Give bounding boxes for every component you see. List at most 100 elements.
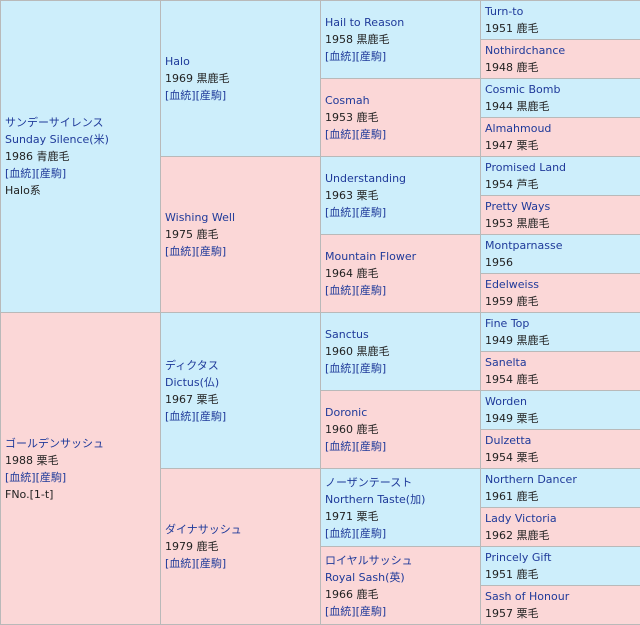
ancestor-info: 1975 鹿毛 bbox=[165, 226, 316, 243]
g3-cell-4: Mountain Flower 1964 鹿毛 [血統][産駒] bbox=[321, 235, 481, 313]
ancestor-links[interactable]: [血統][産駒] bbox=[165, 408, 316, 425]
ancestor-info: 1948 鹿毛 bbox=[485, 59, 636, 76]
ancestor-links[interactable]: [血統][産駒] bbox=[165, 243, 316, 260]
g4-cell-5: Promised Land 1954 芦毛 bbox=[481, 157, 640, 196]
g3-cell-6: Doronic 1960 鹿毛 [血統][産駒] bbox=[321, 391, 481, 469]
ancestor-info: 1962 黒鹿毛 bbox=[485, 527, 636, 544]
ancestor-name[interactable]: Wishing Well bbox=[165, 209, 316, 226]
sire-cell: サンデーサイレンス Sunday Silence(米) 1986 青鹿毛 [血統… bbox=[1, 1, 161, 313]
ancestor-name[interactable]: Nothirdchance bbox=[485, 42, 636, 59]
ancestor-name[interactable]: Lady Victoria bbox=[485, 510, 636, 527]
ancestor-name[interactable]: ロイヤルサッシュ bbox=[325, 552, 476, 569]
ancestor-name[interactable]: Princely Gift bbox=[485, 549, 636, 566]
ancestor-links[interactable]: [血統][産駒] bbox=[325, 126, 476, 143]
ancestor-name[interactable]: ディクタス bbox=[165, 357, 316, 374]
ancestor-info: 1964 鹿毛 bbox=[325, 265, 476, 282]
g3-cell-7: ノーザンテースト Northern Taste(加) 1971 栗毛 [血統][… bbox=[321, 469, 481, 547]
ancestor-info: 1966 鹿毛 bbox=[325, 586, 476, 603]
ancestor-name[interactable]: Sash of Honour bbox=[485, 588, 636, 605]
dam-links[interactable]: [血統][産駒] bbox=[5, 469, 156, 486]
g4-cell-14: Lady Victoria 1962 黒鹿毛 bbox=[481, 508, 640, 547]
ancestor-name[interactable]: Sanctus bbox=[325, 326, 476, 343]
g4-cell-4: Almahmoud 1947 栗毛 bbox=[481, 118, 640, 157]
g4-cell-1: Turn-to 1951 鹿毛 bbox=[481, 1, 640, 40]
ancestor-links[interactable]: [血統][産駒] bbox=[165, 87, 316, 104]
g3-cell-1: Hail to Reason 1958 黒鹿毛 [血統][産駒] bbox=[321, 1, 481, 79]
sire-links[interactable]: [血統][産駒] bbox=[5, 165, 156, 182]
ancestor-name[interactable]: Cosmah bbox=[325, 92, 476, 109]
g4-cell-2: Nothirdchance 1948 鹿毛 bbox=[481, 40, 640, 79]
ancestor-name[interactable]: Worden bbox=[485, 393, 636, 410]
ancestor-name[interactable]: Halo bbox=[165, 53, 316, 70]
g2-cell-1: Halo 1969 黒鹿毛 [血統][産駒] bbox=[161, 1, 321, 157]
ancestor-links[interactable]: [血統][産駒] bbox=[325, 360, 476, 377]
g4-cell-9: Fine Top 1949 黒鹿毛 bbox=[481, 313, 640, 352]
g4-cell-10: Sanelta 1954 鹿毛 bbox=[481, 352, 640, 391]
ancestor-info: 1954 鹿毛 bbox=[485, 371, 636, 388]
ancestor-links[interactable]: [血統][産駒] bbox=[325, 525, 476, 542]
g4-cell-6: Pretty Ways 1953 黒鹿毛 bbox=[481, 196, 640, 235]
ancestor-info: 1949 栗毛 bbox=[485, 410, 636, 427]
ancestor-name-en[interactable]: Northern Taste(加) bbox=[325, 491, 476, 508]
g4-cell-8: Edelweiss 1959 鹿毛 bbox=[481, 274, 640, 313]
ancestor-name[interactable]: Dulzetta bbox=[485, 432, 636, 449]
ancestor-name-en[interactable]: Royal Sash(英) bbox=[325, 569, 476, 586]
ancestor-name[interactable]: Sanelta bbox=[485, 354, 636, 371]
ancestor-name[interactable]: Mountain Flower bbox=[325, 248, 476, 265]
dam-info: 1988 栗毛 bbox=[5, 452, 156, 469]
ancestor-name[interactable]: Cosmic Bomb bbox=[485, 81, 636, 98]
ancestor-info: 1951 鹿毛 bbox=[485, 566, 636, 583]
ancestor-links[interactable]: [血統][産駒] bbox=[325, 48, 476, 65]
ancestor-info: 1961 鹿毛 bbox=[485, 488, 636, 505]
ancestor-info: 1954 芦毛 bbox=[485, 176, 636, 193]
ancestor-info: 1958 黒鹿毛 bbox=[325, 31, 476, 48]
g3-cell-8: ロイヤルサッシュ Royal Sash(英) 1966 鹿毛 [血統][産駒] bbox=[321, 547, 481, 625]
ancestor-info: 1953 黒鹿毛 bbox=[485, 215, 636, 232]
g4-cell-15: Princely Gift 1951 鹿毛 bbox=[481, 547, 640, 586]
g3-cell-5: Sanctus 1960 黒鹿毛 [血統][産駒] bbox=[321, 313, 481, 391]
ancestor-name[interactable]: ダイナサッシュ bbox=[165, 521, 316, 538]
ancestor-links[interactable]: [血統][産駒] bbox=[325, 282, 476, 299]
dam-name[interactable]: ゴールデンサッシュ bbox=[5, 435, 156, 452]
sire-line: Halo系 bbox=[5, 182, 156, 199]
ancestor-links[interactable]: [血統][産駒] bbox=[165, 555, 316, 572]
g2-cell-3: ディクタス Dictus(仏) 1967 栗毛 [血統][産駒] bbox=[161, 313, 321, 469]
ancestor-links[interactable]: [血統][産駒] bbox=[325, 603, 476, 620]
dam-family-number: FNo.[1-t] bbox=[5, 486, 156, 503]
g3-cell-2: Cosmah 1953 鹿毛 [血統][産駒] bbox=[321, 79, 481, 157]
ancestor-info: 1969 黒鹿毛 bbox=[165, 70, 316, 87]
ancestor-name[interactable]: Almahmoud bbox=[485, 120, 636, 137]
ancestor-info: 1953 鹿毛 bbox=[325, 109, 476, 126]
ancestor-name[interactable]: Montparnasse bbox=[485, 237, 636, 254]
g4-cell-16: Sash of Honour 1957 栗毛 bbox=[481, 586, 640, 625]
ancestor-links[interactable]: [血統][産駒] bbox=[325, 438, 476, 455]
ancestor-name[interactable]: Northern Dancer bbox=[485, 471, 636, 488]
ancestor-info: 1979 鹿毛 bbox=[165, 538, 316, 555]
sire-name[interactable]: サンデーサイレンス bbox=[5, 114, 156, 131]
ancestor-info: 1967 栗毛 bbox=[165, 391, 316, 408]
ancestor-name[interactable]: Fine Top bbox=[485, 315, 636, 332]
ancestor-name[interactable]: ノーザンテースト bbox=[325, 474, 476, 491]
ancestor-info: 1959 鹿毛 bbox=[485, 293, 636, 310]
ancestor-name-en[interactable]: Dictus(仏) bbox=[165, 374, 316, 391]
ancestor-name[interactable]: Hail to Reason bbox=[325, 14, 476, 31]
ancestor-info: 1947 栗毛 bbox=[485, 137, 636, 154]
ancestor-name[interactable]: Pretty Ways bbox=[485, 198, 636, 215]
ancestor-name[interactable]: Doronic bbox=[325, 404, 476, 421]
ancestor-name[interactable]: Edelweiss bbox=[485, 276, 636, 293]
ancestor-info: 1949 黒鹿毛 bbox=[485, 332, 636, 349]
ancestor-name[interactable]: Turn-to bbox=[485, 3, 636, 20]
dam-cell: ゴールデンサッシュ 1988 栗毛 [血統][産駒] FNo.[1-t] bbox=[1, 313, 161, 625]
ancestor-info: 1956 bbox=[485, 254, 636, 271]
sire-name-en[interactable]: Sunday Silence(米) bbox=[5, 131, 156, 148]
ancestor-name[interactable]: Understanding bbox=[325, 170, 476, 187]
ancestor-links[interactable]: [血統][産駒] bbox=[325, 204, 476, 221]
ancestor-info: 1951 鹿毛 bbox=[485, 20, 636, 37]
g4-cell-3: Cosmic Bomb 1944 黒鹿毛 bbox=[481, 79, 640, 118]
g3-cell-3: Understanding 1963 栗毛 [血統][産駒] bbox=[321, 157, 481, 235]
g2-cell-2: Wishing Well 1975 鹿毛 [血統][産駒] bbox=[161, 157, 321, 313]
g4-cell-12: Dulzetta 1954 栗毛 bbox=[481, 430, 640, 469]
ancestor-name[interactable]: Promised Land bbox=[485, 159, 636, 176]
ancestor-info: 1971 栗毛 bbox=[325, 508, 476, 525]
sire-info: 1986 青鹿毛 bbox=[5, 148, 156, 165]
